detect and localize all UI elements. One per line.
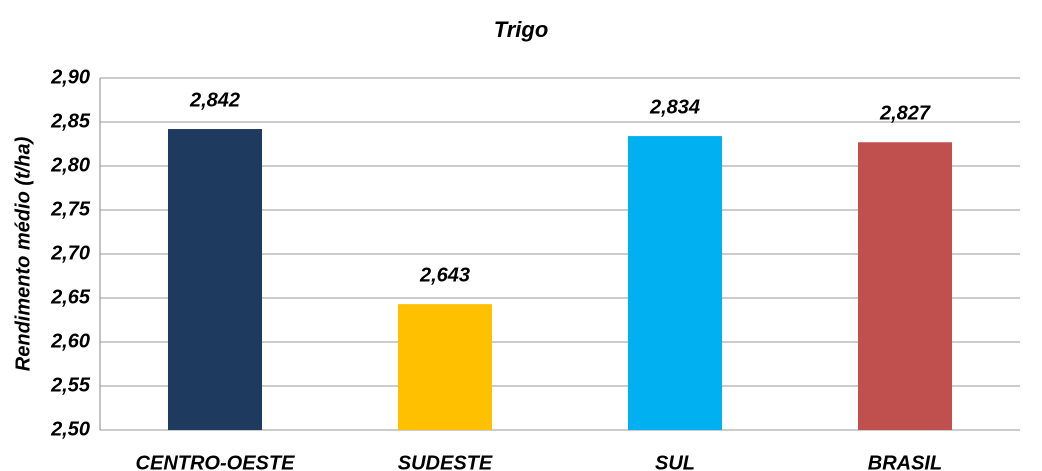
y-tick-label: 2,60	[50, 330, 90, 352]
y-axis-label: Rendimento médio (t/ha)	[12, 136, 34, 371]
y-tick-label: 2,65	[50, 286, 91, 308]
bar	[628, 136, 722, 430]
bar	[858, 142, 952, 431]
x-tick-label: BRASIL	[868, 452, 942, 471]
y-tick-label: 2,90	[50, 66, 90, 88]
y-tick-label: 2,80	[50, 154, 90, 176]
y-tick-label: 2,75	[50, 198, 91, 220]
x-tick-label: CENTRO-OESTE	[136, 452, 296, 471]
x-tick-label: SUDESTE	[398, 452, 493, 471]
value-label: 2,643	[419, 264, 470, 286]
bar	[168, 129, 262, 431]
x-tick-label: SUL	[655, 452, 695, 471]
chart-title: Trigo	[494, 17, 549, 42]
y-tick-label: 2,85	[50, 110, 91, 132]
value-label: 2,834	[649, 96, 700, 118]
value-label: 2,827	[879, 103, 931, 125]
y-tick-label: 2,50	[50, 418, 90, 440]
value-label: 2,842	[189, 89, 240, 111]
y-tick-label: 2,55	[50, 374, 91, 396]
y-tick-label: 2,70	[50, 242, 90, 264]
bar	[398, 304, 492, 430]
